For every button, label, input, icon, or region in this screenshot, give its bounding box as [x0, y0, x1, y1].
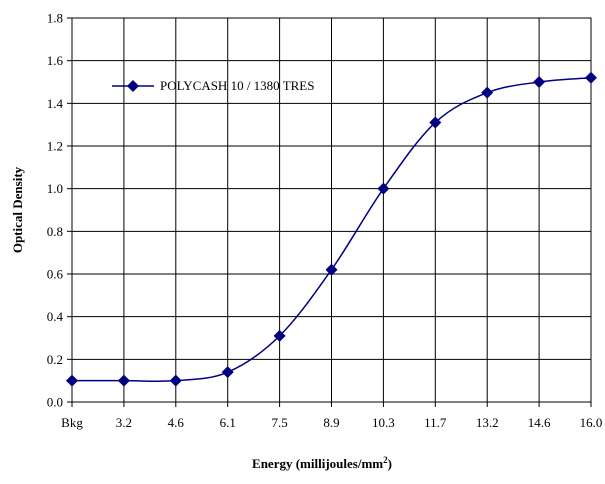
grid-lines: [71, 17, 592, 403]
x-tick-label: 16.0: [580, 415, 603, 430]
data-point-marker: [429, 116, 442, 129]
x-tick-label: 14.6: [528, 415, 551, 430]
data-point-marker: [585, 71, 597, 84]
data-point-marker: [325, 263, 338, 276]
x-tick-label: 10.3: [372, 415, 395, 430]
data-point-marker: [117, 374, 130, 387]
data-point-marker: [533, 76, 546, 88]
y-tick-label: 1.4: [47, 96, 64, 111]
data-point-marker: [221, 366, 234, 379]
x-tick-label: 4.6: [168, 415, 185, 430]
legend-diamond-marker: [127, 80, 139, 92]
x-tick-label: 7.5: [271, 415, 287, 430]
x-axis-title-suffix: ): [388, 456, 392, 471]
y-axis-ticks: 0.0 0.2 0.4 0.6 0.8 1.0 1.2 1.4 1.6 1.8: [47, 11, 72, 410]
y-tick-label: 0.8: [47, 224, 63, 239]
data-point-marker: [273, 329, 286, 342]
x-axis-title-main: Energy (millijoules/mm: [252, 456, 383, 471]
data-point-marker: [66, 374, 78, 387]
data-point-marker: [169, 374, 182, 387]
series-markers: [66, 71, 597, 387]
x-tick-label: 13.2: [476, 415, 499, 430]
x-axis-title-superscript: 2: [383, 455, 388, 465]
x-tick-label: 3.2: [116, 415, 132, 430]
data-point-marker: [377, 182, 390, 195]
y-tick-label: 0.2: [47, 352, 63, 367]
x-tick-label: 6.1: [220, 415, 236, 430]
y-tick-label: 1.2: [47, 139, 63, 154]
x-tick-label: Bkg: [61, 415, 83, 430]
x-axis-title: Energy (millijoules/mm2): [252, 455, 392, 471]
y-tick-label: 1.0: [47, 181, 63, 196]
legend: POLYCASH 10 / 1380 TRES: [112, 78, 314, 93]
data-point-marker: [481, 86, 494, 99]
y-tick-label: 0.0: [47, 395, 63, 410]
y-tick-label: 0.4: [47, 309, 64, 324]
legend-label: POLYCASH 10 / 1380 TRES: [160, 78, 314, 93]
y-tick-label: 1.6: [47, 53, 64, 68]
x-tick-label: 11.7: [424, 415, 447, 430]
y-tick-label: 0.6: [47, 267, 64, 282]
x-axis-ticks: Bkg 3.2 4.6 6.1 7.5 8.9 10.3 11.7 13.2 14.6 16.0: [61, 402, 602, 430]
y-tick-label: 1.8: [47, 11, 63, 26]
x-tick-label: 8.9: [323, 415, 339, 430]
y-axis-title: Optical Density: [10, 166, 25, 253]
